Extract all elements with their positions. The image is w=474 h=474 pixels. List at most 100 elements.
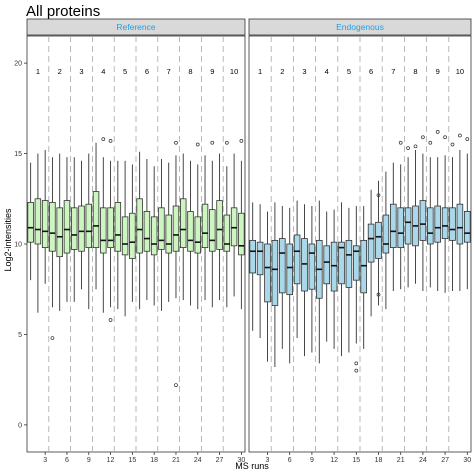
- box-body: [419, 200, 427, 241]
- box-body: [353, 245, 360, 281]
- group-label: 3: [302, 67, 306, 76]
- box-body: [456, 203, 464, 245]
- outlier-point: [50, 336, 55, 340]
- group-label: 1: [36, 67, 40, 76]
- box-body: [201, 203, 209, 249]
- outlier-point: [421, 135, 425, 140]
- y-tick-label: 10: [14, 242, 22, 249]
- x-tick-label: 27: [216, 457, 224, 464]
- group-label: 10: [456, 67, 464, 76]
- group-label: 5: [347, 67, 351, 76]
- box-body: [63, 200, 71, 254]
- group-label: 6: [369, 67, 373, 76]
- outlier-point: [435, 130, 440, 134]
- box-body: [129, 212, 136, 259]
- box-body: [107, 207, 114, 249]
- box-body: [338, 241, 345, 285]
- outlier-point: [239, 139, 244, 143]
- box-body: [375, 221, 382, 259]
- outlier-point: [108, 139, 113, 143]
- outlier-point: [101, 137, 106, 141]
- box-body: [404, 207, 412, 245]
- box-body: [41, 200, 49, 249]
- group-label: 2: [58, 67, 62, 76]
- x-axis-title: MS runs: [235, 461, 269, 471]
- box-body: [136, 198, 143, 254]
- outlier-point: [376, 193, 381, 198]
- box-body: [179, 198, 187, 249]
- chart-title: All proteins: [26, 3, 100, 20]
- outlier-point: [354, 368, 359, 373]
- box-body: [390, 203, 397, 249]
- group-label: 1: [258, 67, 262, 76]
- box-body: [230, 207, 238, 247]
- box-body: [114, 201, 122, 252]
- outlier-point: [428, 140, 433, 145]
- group-label: 8: [188, 67, 192, 76]
- outlier-point: [224, 140, 229, 145]
- x-tick-label: 21: [397, 457, 405, 464]
- x-tick-label: 6: [288, 457, 292, 464]
- box-body: [150, 216, 158, 256]
- box-body: [264, 243, 271, 303]
- box-body: [271, 239, 279, 306]
- box-body: [187, 211, 194, 252]
- x-tick-label: 24: [194, 457, 202, 464]
- x-tick-label: 9: [87, 457, 91, 464]
- outlier-point: [450, 142, 455, 147]
- box-body: [330, 241, 338, 292]
- outlier-point: [465, 137, 470, 141]
- panel-frame: [248, 35, 472, 453]
- panel-strip-label: Reference: [116, 22, 155, 32]
- group-label: 6: [145, 67, 149, 76]
- box-body: [209, 209, 216, 252]
- x-tick-label: 27: [441, 457, 449, 464]
- outlier-point: [108, 318, 113, 322]
- box-body: [158, 207, 165, 250]
- x-tick-label: 12: [330, 457, 338, 464]
- x-tick-label: 30: [463, 457, 471, 464]
- group-label: 7: [167, 67, 171, 76]
- box-body: [256, 241, 264, 276]
- outlier-point: [443, 135, 447, 140]
- outlier-point: [195, 142, 200, 147]
- outlier-point: [406, 146, 410, 150]
- box-body: [165, 214, 172, 254]
- x-tick-label: 18: [375, 457, 383, 464]
- group-label: 9: [210, 67, 214, 76]
- group-label: 8: [413, 67, 417, 76]
- outlier-point: [458, 133, 462, 138]
- x-tick-label: 6: [65, 457, 69, 464]
- outlier-point: [354, 361, 359, 366]
- x-tick-label: 18: [150, 457, 158, 464]
- box-body: [360, 239, 367, 294]
- y-tick-label: 15: [14, 151, 22, 158]
- x-tick-label: 30: [237, 457, 245, 464]
- box-body: [293, 234, 301, 285]
- box-body: [194, 216, 202, 254]
- x-tick-label: 24: [419, 457, 427, 464]
- x-tick-label: 21: [172, 457, 180, 464]
- box-body: [279, 238, 286, 294]
- outlier-point: [210, 140, 215, 145]
- box-body: [223, 214, 231, 252]
- box-body: [216, 200, 223, 250]
- y-tick-label: 20: [14, 61, 22, 68]
- group-label: 3: [79, 67, 83, 76]
- box-body: [367, 223, 375, 263]
- box-body: [382, 214, 390, 254]
- group-label: 2: [280, 67, 284, 76]
- x-tick-label: 12: [107, 457, 115, 464]
- box-body: [100, 207, 107, 254]
- y-tick-label: 0: [18, 422, 22, 429]
- group-label: 5: [123, 67, 127, 76]
- outlier-point: [376, 292, 381, 297]
- y-axis-title: Log2-intensities: [3, 208, 13, 272]
- panel-frame: [26, 35, 246, 453]
- group-label: 4: [101, 67, 105, 76]
- box-body: [345, 239, 353, 288]
- box-body: [143, 211, 151, 252]
- box-body: [121, 216, 129, 256]
- box-body: [78, 205, 85, 252]
